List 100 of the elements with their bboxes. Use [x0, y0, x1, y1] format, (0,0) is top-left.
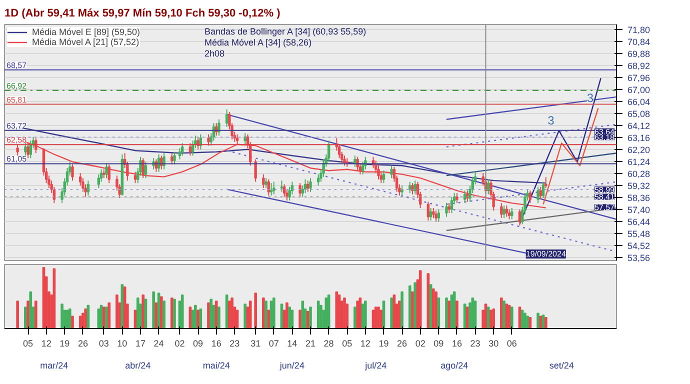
- x2-tick-label: jul/24: [364, 360, 387, 370]
- ref-line-label: 65,81: [6, 95, 28, 104]
- candlestick: [508, 208, 511, 220]
- y-tick-label: 63,16: [628, 132, 650, 143]
- y-tick-label: 69,88: [628, 48, 650, 59]
- candlestick: [71, 164, 74, 182]
- annotation: Média Móvel A [34] (58,26): [204, 38, 312, 48]
- candlestick: [343, 155, 346, 166]
- candlestick: [97, 174, 100, 189]
- candlestick: [264, 178, 268, 189]
- y-tick-label: 56,44: [628, 216, 650, 227]
- candlestick: [316, 174, 320, 186]
- candlestick: [306, 180, 310, 192]
- y-tick-label: 53,56: [628, 252, 650, 263]
- candlestick: [450, 196, 454, 214]
- x-tick-label: 12: [41, 338, 52, 348]
- candlestick: [361, 161, 364, 175]
- candlestick: [510, 208, 514, 220]
- x-tick-label: 16: [452, 338, 462, 348]
- candlestick: [429, 208, 432, 222]
- candlestick: [502, 205, 506, 219]
- candlestick: [262, 174, 265, 189]
- candlestick: [288, 186, 291, 202]
- x-tick-label: 19: [378, 338, 389, 348]
- candlestick: [434, 210, 438, 222]
- y-tick-label: 57,40: [628, 204, 650, 215]
- candlestick: [270, 182, 273, 196]
- candlestick: [448, 202, 450, 214]
- y-tick-label: 54,52: [628, 240, 650, 251]
- legend-label: Média Móvel A [21] (57,52): [32, 37, 140, 47]
- candlestick: [437, 208, 440, 222]
- x2-tick-label: ago/24: [440, 360, 468, 370]
- y-tick-label: 61,24: [628, 156, 650, 167]
- ref-line-label: 62,58: [6, 136, 28, 145]
- candlestick: [544, 176, 548, 189]
- candlestick: [382, 170, 386, 184]
- x-tick-label: 28: [324, 338, 334, 348]
- candlestick: [207, 134, 210, 146]
- x-tick-label: 23: [470, 338, 480, 348]
- x-tick-label: 26: [397, 338, 408, 348]
- candlestick: [539, 186, 542, 200]
- candlestick: [309, 178, 312, 192]
- x2-tick-label: set/24: [549, 360, 574, 370]
- candlestick: [426, 201, 430, 222]
- legend-label: Média Móvel E [89] (59,50): [32, 27, 140, 37]
- candlestick: [456, 192, 458, 204]
- y-tick-label: 55,48: [628, 228, 650, 239]
- candlestick: [108, 164, 110, 184]
- y-tick-label: 67,00: [628, 84, 650, 95]
- x-tick-label: 21: [305, 338, 316, 348]
- x-tick-label: 02: [415, 338, 426, 348]
- candlestick: [144, 161, 148, 179]
- y-tick-label: 67,96: [628, 72, 650, 83]
- candlestick: [542, 181, 545, 199]
- x-tick-label: 10: [117, 338, 128, 348]
- candlestick: [505, 205, 508, 218]
- candlestick: [236, 134, 239, 145]
- candlestick: [414, 180, 416, 195]
- ref-line-label: 66,92: [6, 81, 28, 90]
- x-tick-label: 06: [506, 338, 517, 348]
- x-tick-label: 03: [98, 338, 109, 348]
- annotation: Bandas de Bollinger A [34] (60,93 55,59): [204, 26, 366, 36]
- chart-title: 1D (Abr 59,41 Máx 59,97 Mín 59,10 Fch 59,30 -0,12% ): [4, 8, 281, 20]
- candlestick: [188, 142, 192, 156]
- candlestick: [180, 142, 184, 156]
- x-tick-label: 31: [250, 338, 261, 348]
- candlestick: [518, 208, 522, 226]
- candlestick: [173, 151, 176, 165]
- candlestick: [432, 208, 435, 219]
- x-tick-label: 19: [60, 338, 70, 348]
- annotation: 3: [586, 91, 594, 106]
- candlestick: [282, 184, 286, 198]
- x-tick-label: 30: [488, 338, 499, 348]
- x-tick-label: 09: [193, 338, 204, 348]
- candlestick: [267, 178, 270, 196]
- candlestick: [445, 202, 448, 218]
- candlestick: [162, 152, 166, 170]
- x-tick-label: 16: [211, 338, 222, 348]
- candlestick: [254, 158, 257, 182]
- candlestick: [218, 118, 220, 136]
- candlestick: [196, 136, 200, 150]
- y-tick-label: 60,28: [628, 168, 650, 179]
- x2-tick-label: mai/24: [202, 360, 230, 370]
- candlestick: [486, 178, 490, 195]
- x2-tick-label: abr/24: [125, 360, 151, 370]
- ref-line-label: 63,72: [6, 121, 28, 130]
- candlestick: [536, 186, 540, 204]
- x-tick-label: 07: [268, 338, 279, 348]
- x-tick-label: 05: [23, 338, 34, 348]
- candlestick: [528, 190, 532, 204]
- candlestick: [225, 108, 228, 128]
- candlestick: [356, 156, 359, 172]
- annotation: 19/09/2024: [526, 250, 566, 258]
- candlestick: [170, 152, 174, 165]
- annotation: 63,18: [594, 133, 616, 142]
- candlestick: [105, 162, 108, 179]
- candlestick: [272, 181, 276, 195]
- y-tick-label: 59,32: [628, 180, 650, 191]
- candlestick: [86, 180, 90, 196]
- x-tick-label: 26: [78, 338, 88, 348]
